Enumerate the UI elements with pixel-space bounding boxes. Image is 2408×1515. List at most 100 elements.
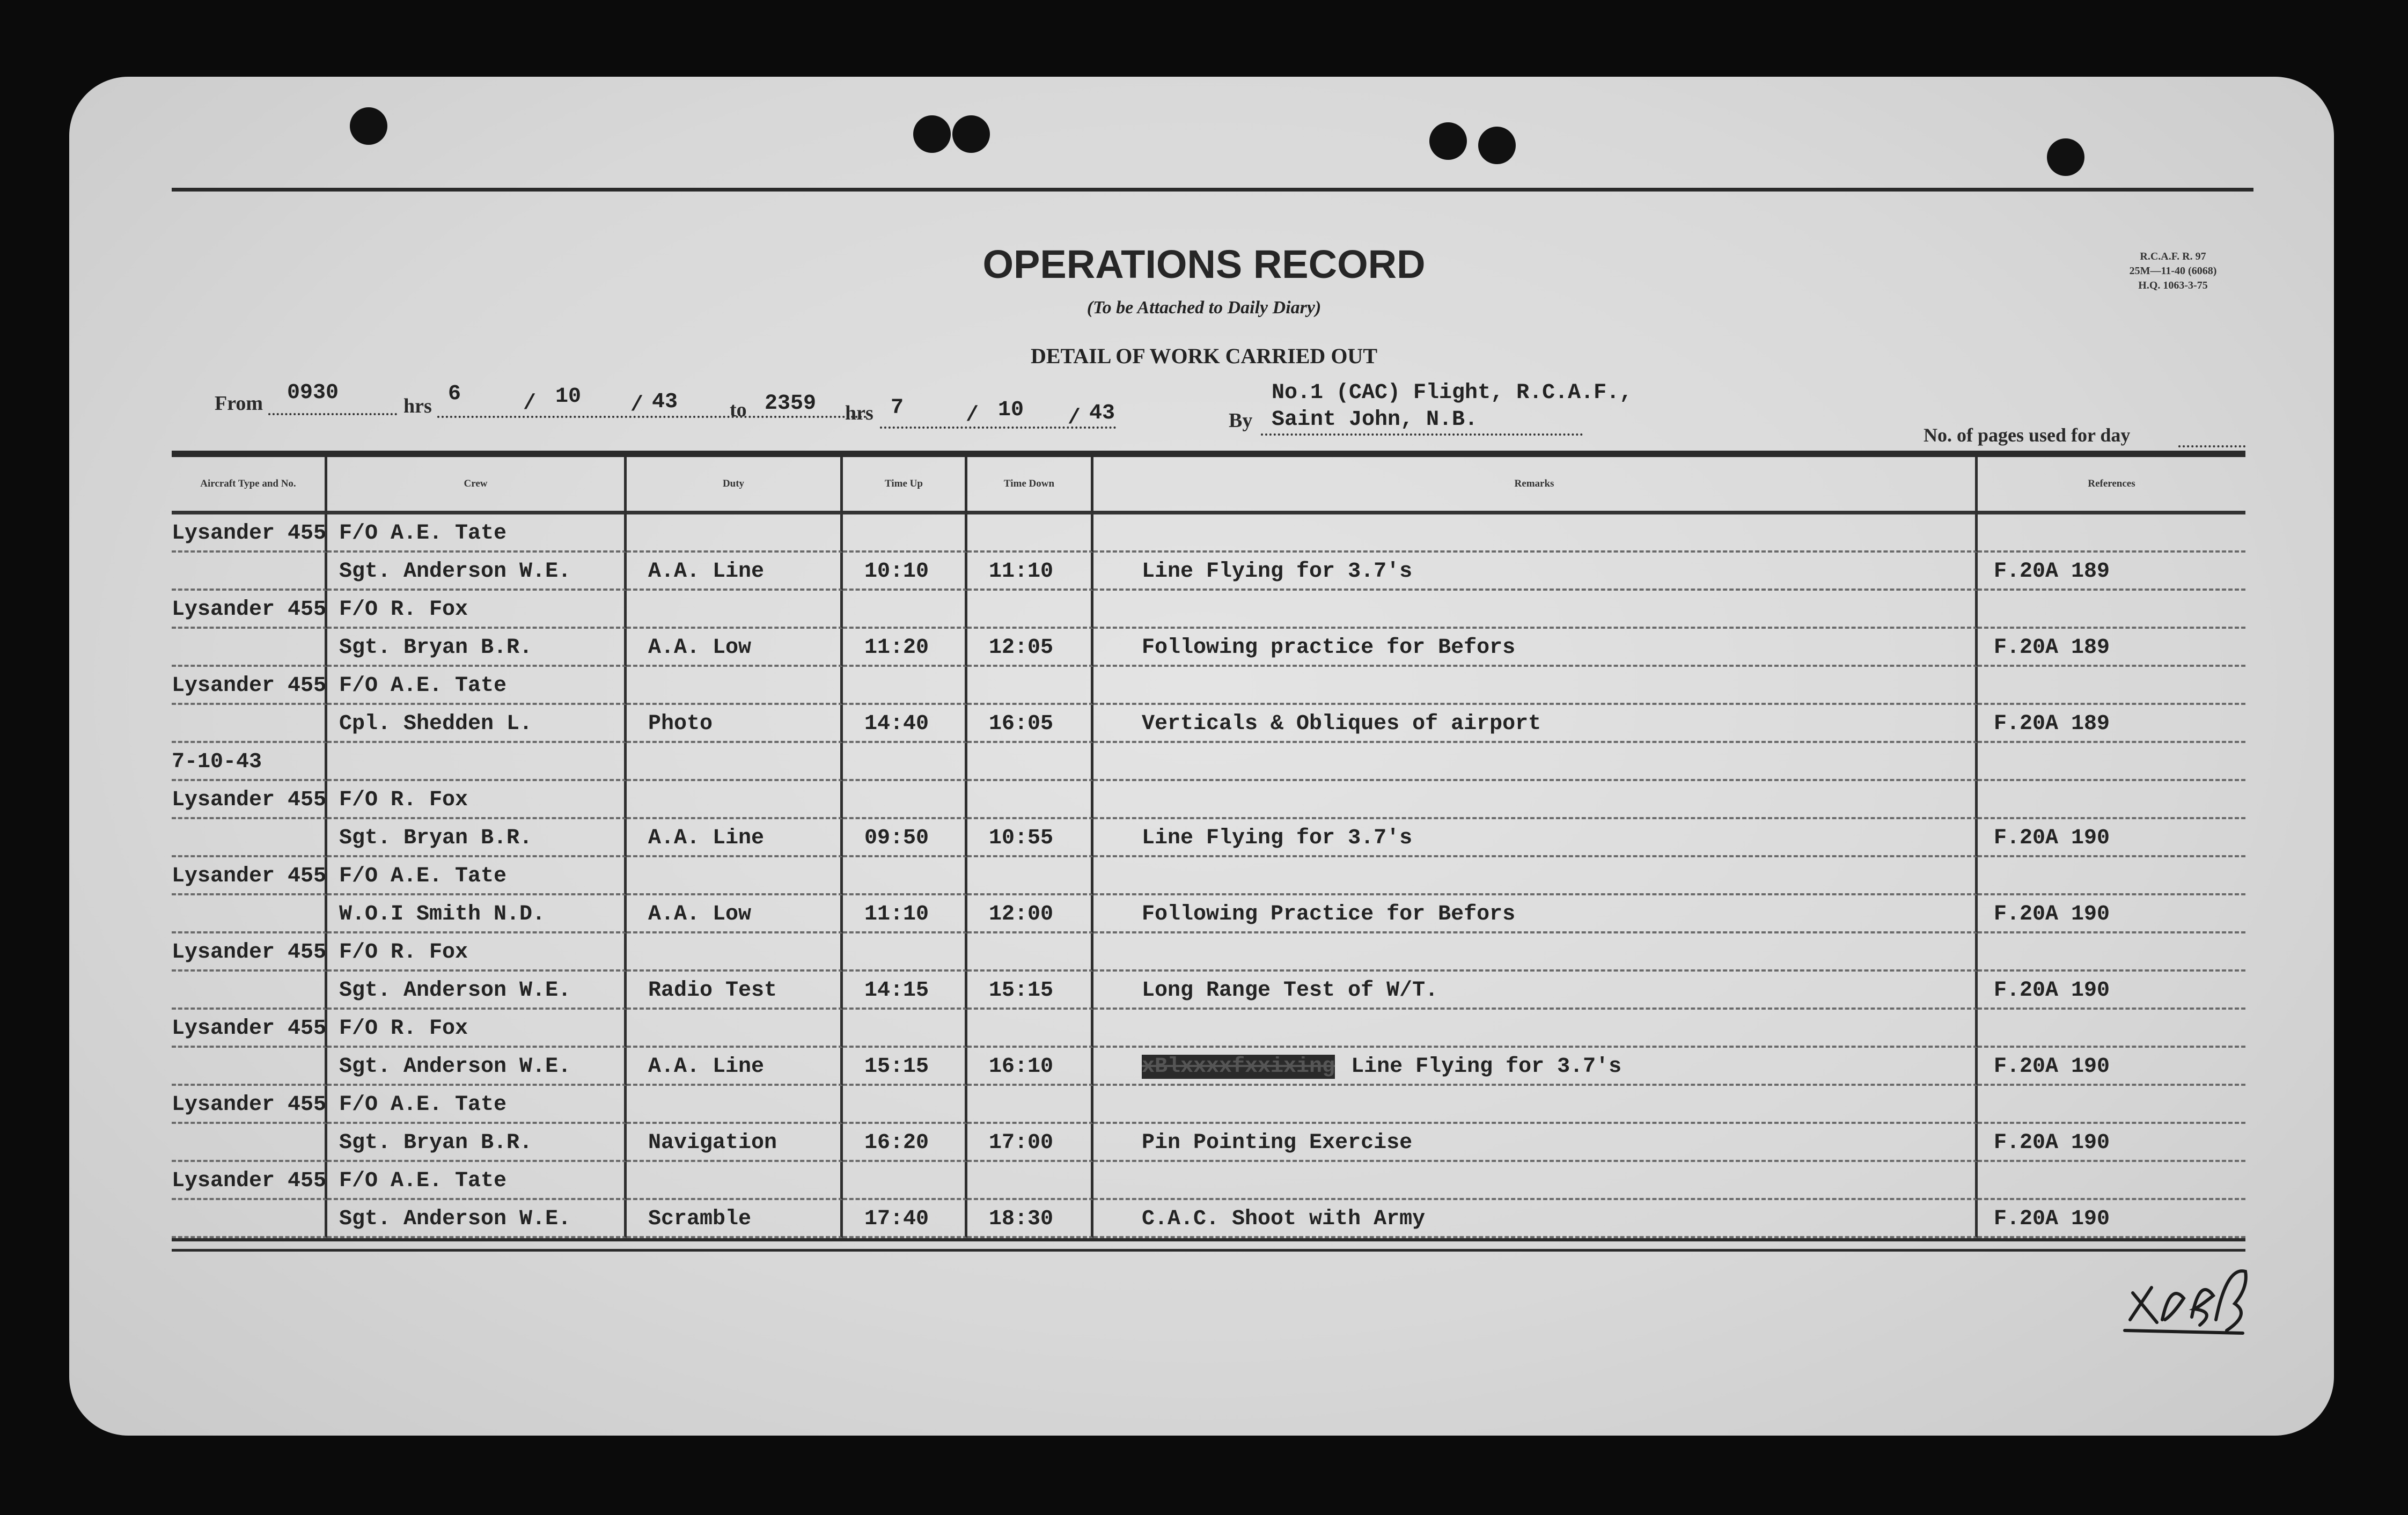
cell-duty <box>627 933 843 972</box>
unit-name: No.1 (CAC) Flight, R.C.A.F., <box>1272 381 1633 405</box>
cell-duty <box>627 591 843 629</box>
form-code: R.C.A.F. R. 97 25M—11-40 (6068) H.Q. 106… <box>2093 249 2253 293</box>
punch-hole <box>913 115 951 153</box>
cell-aircraft <box>172 895 327 933</box>
from-label: From <box>215 392 263 415</box>
table-row: Lysander 455 F/O A.E. Tate <box>172 857 2245 895</box>
record-card <box>69 77 2334 1436</box>
form-code-line: H.Q. 1063-3-75 <box>2138 280 2208 291</box>
cell-remarks: C.A.C. Shoot with Army <box>1093 1200 1978 1238</box>
from-year: 43 <box>652 390 678 414</box>
cell-aircraft <box>172 1124 327 1162</box>
cell-duty: A.A. Low <box>627 895 843 933</box>
cell-time-down <box>967 1162 1093 1200</box>
cell-crew: Sgt. Anderson W.E. <box>327 1200 627 1238</box>
hrs-label: hrs <box>403 395 432 417</box>
cell-duty: Radio Test <box>627 972 843 1010</box>
table-row: Lysander 455 F/O R. Fox <box>172 781 2245 819</box>
to-year: 43 <box>1089 401 1115 425</box>
cell-remarks: Long Range Test of W/T. <box>1093 972 1978 1010</box>
table-row: Lysander 455 F/O R. Fox <box>172 1010 2245 1048</box>
cell-remarks: Following Practice for Befors <box>1093 895 1978 933</box>
table-row: Lysander 455 F/O R. Fox <box>172 933 2245 972</box>
cell-reference <box>1978 1086 2245 1124</box>
cell-duty <box>627 857 843 895</box>
cell-crew: F/O R. Fox <box>327 933 627 972</box>
column-header-duty: Duty <box>627 457 843 514</box>
column-header-time-down: Time Down <box>967 457 1093 514</box>
punch-hole <box>1478 127 1516 164</box>
cell-crew: Sgt. Bryan B.R. <box>327 629 627 667</box>
cell-duty <box>627 1086 843 1124</box>
cell-crew: Sgt. Anderson W.E. <box>327 553 627 591</box>
column-header-time-up: Time Up <box>843 457 967 514</box>
cell-reference: F.20A 190 <box>1978 819 2245 857</box>
from-day-underline <box>437 416 867 418</box>
date-slash: / <box>630 393 644 417</box>
cell-crew: F/O R. Fox <box>327 591 627 629</box>
punch-hole <box>1429 122 1467 160</box>
cell-crew: F/O A.E. Tate <box>327 1086 627 1124</box>
column-header-crew: Crew <box>327 457 627 514</box>
cell-duty <box>627 514 843 553</box>
from-time-underline <box>268 413 397 415</box>
cell-crew: F/O A.E. Tate <box>327 667 627 705</box>
column-header-references: References <box>1978 457 2245 514</box>
table-row: Sgt. Bryan B.R. A.A. Low 11:20 12:05 Followi… <box>172 629 2245 667</box>
cell-duty <box>627 781 843 819</box>
table-row: Lysander 455 F/O A.E. Tate <box>172 1162 2245 1200</box>
cell-duty: Photo <box>627 705 843 743</box>
cell-remarks <box>1093 857 1978 895</box>
table-body: Lysander 455 F/O A.E. Tate Sgt. Anderson W… <box>172 514 2245 1238</box>
cell-reference <box>1978 1162 2245 1200</box>
cell-time-up: 16:20 <box>843 1124 967 1162</box>
cell-time-up <box>843 591 967 629</box>
initials-signature <box>2123 1269 2248 1335</box>
cell-duty: Scramble <box>627 1200 843 1238</box>
cell-remarks <box>1093 781 1978 819</box>
cell-time-up: 15:15 <box>843 1048 967 1086</box>
from-day: 6 <box>448 382 461 406</box>
cell-duty: A.A. Line <box>627 819 843 857</box>
cell-remarks: Line Flying for 3.7's <box>1093 553 1978 591</box>
cell-aircraft: 7-10-43 <box>172 743 327 781</box>
cell-remarks: Line Flying for 3.7's <box>1093 819 1978 857</box>
cell-time-up: 14:40 <box>843 705 967 743</box>
cell-time-up <box>843 1086 967 1124</box>
cell-reference: F.20A 190 <box>1978 1200 2245 1238</box>
cell-crew: F/O R. Fox <box>327 781 627 819</box>
cell-time-up <box>843 781 967 819</box>
cell-reference <box>1978 1010 2245 1048</box>
table-bottom-rule <box>172 1238 2245 1252</box>
cell-time-up <box>843 933 967 972</box>
cell-aircraft: Lysander 455 <box>172 667 327 705</box>
pages-label: No. of pages used for day <box>1924 424 2131 446</box>
cell-time-down <box>967 857 1093 895</box>
cell-crew: Sgt. Bryan B.R. <box>327 1124 627 1162</box>
to-month: 10 <box>998 398 1024 422</box>
date-slash: / <box>523 392 537 416</box>
cell-reference: F.20A 189 <box>1978 629 2245 667</box>
cell-remarks <box>1093 1010 1978 1048</box>
cell-aircraft: Lysander 455 <box>172 1162 327 1200</box>
cell-duty <box>627 667 843 705</box>
punch-hole <box>952 115 990 153</box>
cell-duty <box>627 1162 843 1200</box>
cell-time-down <box>967 1010 1093 1048</box>
table-row: Sgt. Bryan B.R. Navigation 16:20 17:00 Pin P… <box>172 1124 2245 1162</box>
cell-time-down <box>967 514 1093 553</box>
table-row: Sgt. Anderson W.E. A.A. Line 15:15 16:10 xBl… <box>172 1048 2245 1086</box>
table-row: Lysander 455 F/O A.E. Tate <box>172 1086 2245 1124</box>
cell-time-down <box>967 1086 1093 1124</box>
cell-time-down <box>967 933 1093 972</box>
cell-reference: F.20A 190 <box>1978 1124 2245 1162</box>
cell-remarks <box>1093 1086 1978 1124</box>
table-header: Aircraft Type and No. Crew Duty Time Up … <box>172 457 2245 514</box>
cell-reference <box>1978 667 2245 705</box>
table-row: Lysander 455 F/O A.E. Tate <box>172 514 2245 553</box>
cell-time-up <box>843 667 967 705</box>
cell-reference <box>1978 781 2245 819</box>
from-month: 10 <box>555 385 582 409</box>
subtitle: (To be Attached to Daily Diary) <box>1086 298 1322 318</box>
cell-aircraft: Lysander 455 <box>172 591 327 629</box>
